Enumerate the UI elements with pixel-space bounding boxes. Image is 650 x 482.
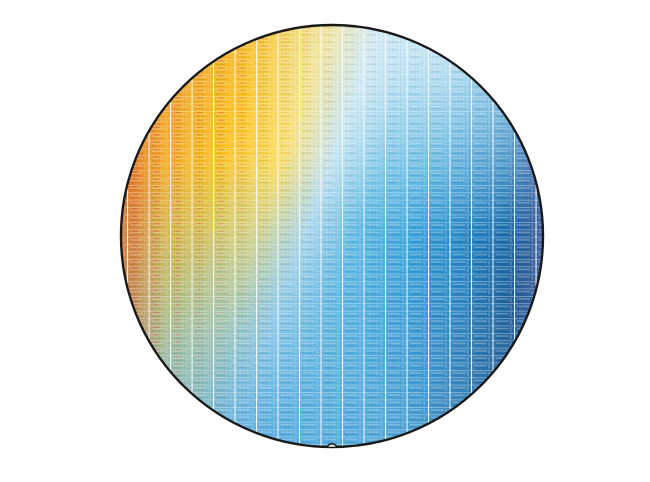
wafer-rim xyxy=(119,23,545,449)
wafer-notch xyxy=(326,443,338,448)
wafer-surface xyxy=(121,25,543,447)
